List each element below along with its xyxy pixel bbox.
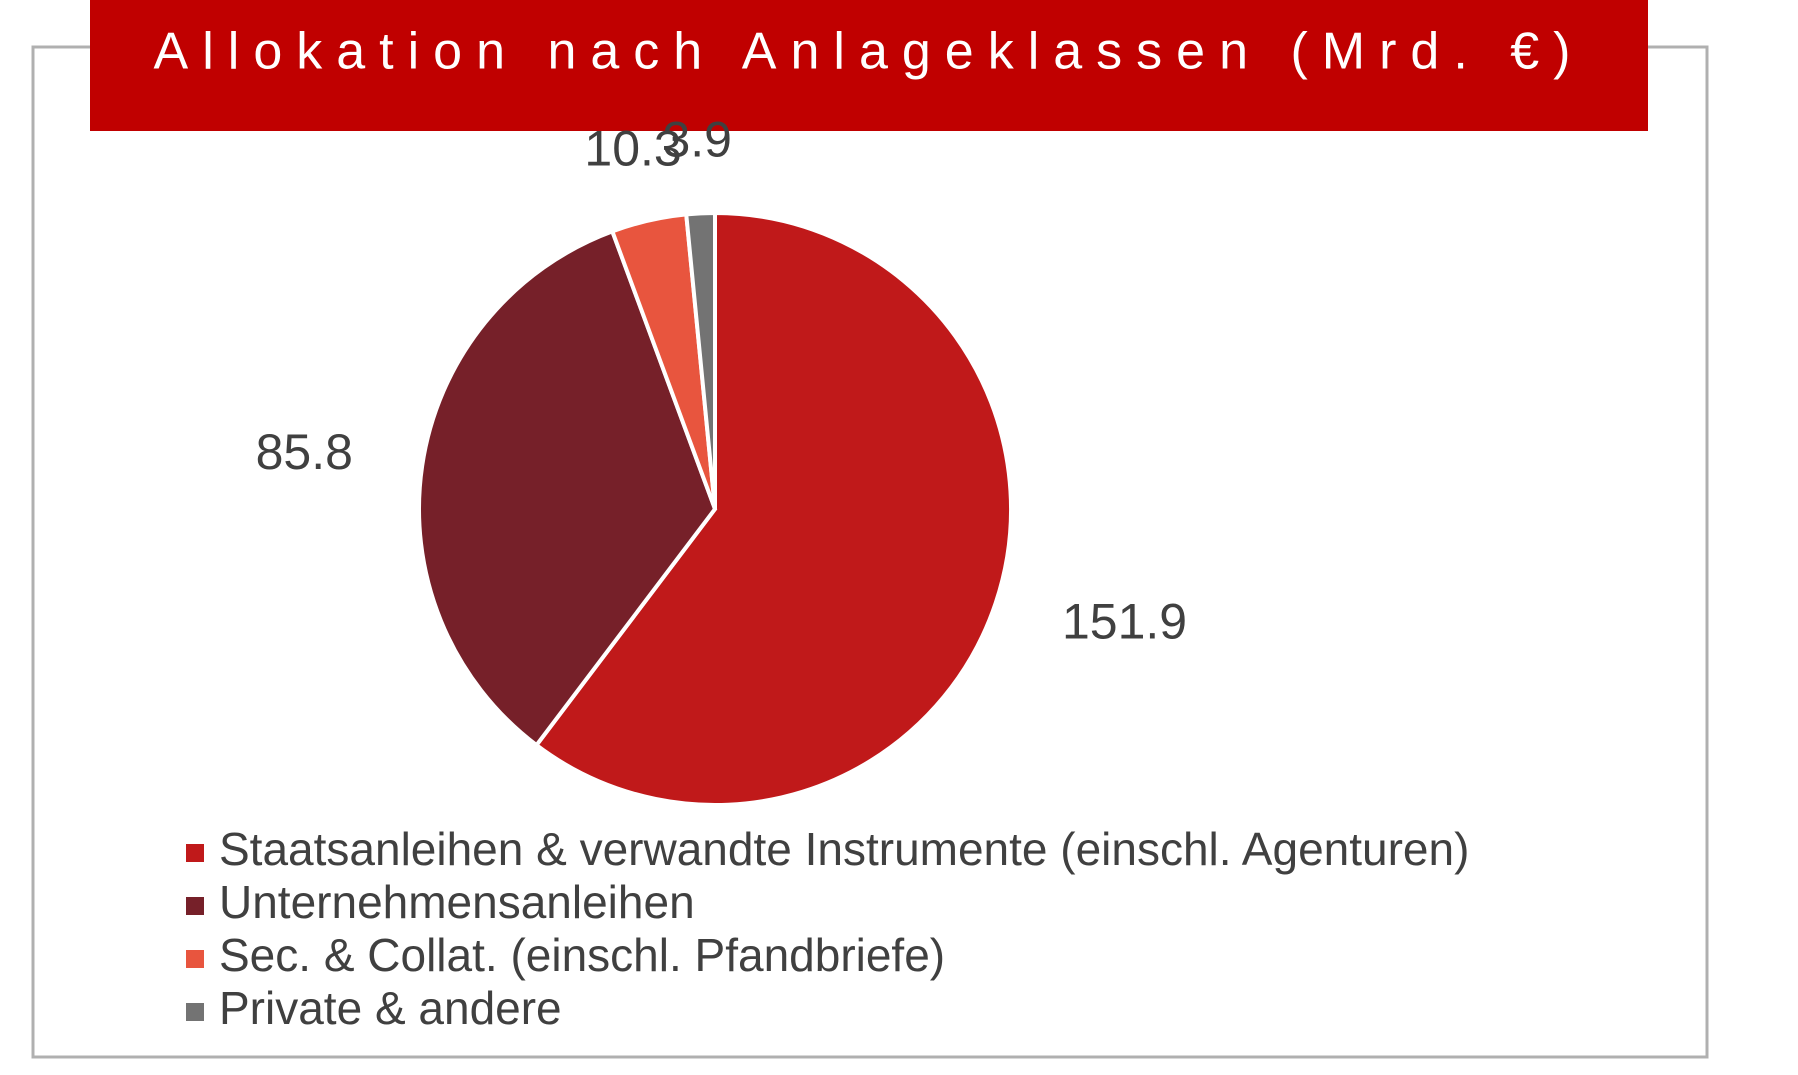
title-bar [90,0,1648,131]
legend-label: Sec. & Collat. (einschl. Pfandbriefe) [219,929,945,981]
legend-swatch [186,1003,204,1021]
chart-title: Allokation nach Anlageklassen (Mrd. €) [154,23,1585,81]
legend-swatch [186,897,204,915]
data-label: 151.9 [1062,594,1187,650]
legend-label: Staatsanleihen & verwandte Instrumente (… [219,823,1469,875]
data-label: 85.8 [256,424,353,480]
pie-slice [533,210,1013,807]
data-label: 10.3 [584,120,681,176]
legend-label: Private & andere [219,982,562,1034]
data-label: 3.9 [662,112,732,168]
pie-slice [417,228,718,748]
legend-swatch [186,844,204,862]
legend-label: Unternehmensanleihen [219,876,695,928]
legend-swatch [186,950,204,968]
pie-slice [684,210,717,510]
